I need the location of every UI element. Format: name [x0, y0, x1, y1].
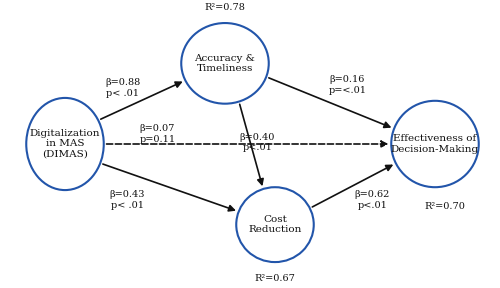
Text: β=0.07
p=0.11: β=0.07 p=0.11 — [140, 124, 175, 144]
Text: Digitalization
in MAS
(DIMAS): Digitalization in MAS (DIMAS) — [30, 129, 100, 159]
Text: R²=0.67: R²=0.67 — [254, 274, 296, 283]
Text: R²=0.78: R²=0.78 — [204, 3, 246, 12]
Ellipse shape — [236, 187, 314, 262]
Text: Cost
Reduction: Cost Reduction — [248, 215, 302, 234]
Ellipse shape — [181, 23, 269, 104]
Text: β=0.62
p<.01: β=0.62 p<.01 — [355, 190, 390, 210]
Text: R²=0.70: R²=0.70 — [424, 202, 466, 211]
Ellipse shape — [26, 98, 104, 190]
Text: Accuracy &
Timeliness: Accuracy & Timeliness — [194, 54, 256, 73]
Text: Effectiveness of
Decision-Making: Effectiveness of Decision-Making — [391, 134, 479, 154]
Ellipse shape — [391, 101, 479, 187]
Text: β=0.43
p< .01: β=0.43 p< .01 — [110, 190, 145, 210]
Text: β=0.40
p<.01: β=0.40 p<.01 — [240, 133, 275, 152]
Text: β=0.88
p< .01: β=0.88 p< .01 — [105, 78, 140, 98]
Text: β=0.16
p=<.01: β=0.16 p=<.01 — [328, 75, 366, 95]
